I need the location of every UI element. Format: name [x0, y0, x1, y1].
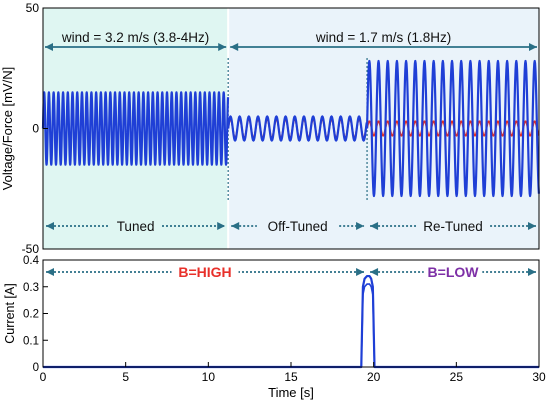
bottom-y-tick-label-2: 0.1 — [23, 335, 39, 347]
bottom-x-tick-label-3: 10 — [202, 370, 216, 384]
state-label-bg-1 — [109, 217, 162, 235]
state-arrowhead-right-1 — [217, 222, 226, 230]
voltage-series-segment-2 — [227, 115, 368, 142]
x-axis-label: Time [s] — [268, 385, 314, 400]
bottom-y-tick-label-5: 0.4 — [23, 255, 40, 267]
wind-arrowhead-left-1 — [45, 43, 53, 51]
state-arrowhead-left-1 — [46, 222, 54, 230]
bottom-x-tick-label-7: 30 — [532, 370, 546, 384]
field-arrowhead-left-1 — [46, 268, 54, 276]
wind-label-1: wind = 3.2 m/s (3.8-4Hz) — [61, 30, 209, 45]
state-label-1: Tuned — [117, 219, 155, 234]
bottom-y-tick-label-4: 0.3 — [23, 282, 39, 294]
wind-label-bg-1 — [53, 31, 218, 45]
state-label-3: Re-Tuned — [423, 219, 483, 234]
state-arrowhead-left-3 — [370, 222, 379, 230]
top-y-tick-label-2: 0 — [32, 122, 39, 136]
state-label-2: Off-Tuned — [268, 219, 328, 234]
bottom-y-axis-label: Current [A] — [3, 283, 17, 343]
wind-arrowhead-left-2 — [230, 43, 239, 51]
bottom-x-tick-label-6: 25 — [450, 370, 464, 384]
state-arrowhead-right-2 — [356, 222, 365, 230]
bottom-x-tick-label-4: 15 — [284, 370, 298, 384]
field-arrowhead-left-2 — [370, 268, 379, 276]
field-label-1: B=HIGH — [178, 264, 231, 280]
top-y-tick-label-1: -50 — [22, 242, 40, 256]
state-arrowhead-left-2 — [231, 222, 240, 230]
bottom-y-tick-label-1: 0 — [33, 362, 39, 374]
bottom-y-tick-label-3: 0.2 — [23, 309, 39, 321]
state-label-bg-3 — [416, 217, 491, 235]
bottom-x-tick-label-2: 5 — [122, 370, 129, 384]
wind-label-bg-2 — [301, 31, 466, 45]
field-arrowhead-right-1 — [356, 268, 365, 276]
field-arrowhead-right-2 — [528, 268, 536, 276]
field-label-bg-2 — [423, 263, 483, 281]
wind-arrowhead-right-2 — [529, 43, 537, 51]
wind-label-2: wind = 1.7 m/s (1.8Hz) — [315, 30, 451, 45]
field-label-2: B=LOW — [428, 264, 480, 280]
bottom-x-tick-label-1: 0 — [40, 370, 47, 384]
field-label-bg-1 — [171, 263, 239, 281]
bottom-x-tick-label-5: 20 — [367, 370, 381, 384]
top-y-tick-label-3: 50 — [26, 1, 40, 15]
wind-arrowhead-right-1 — [218, 43, 227, 51]
voltage-series-segment-1 — [41, 91, 230, 166]
top-y-axis-label: Voltage/Force [mV/N] — [0, 67, 15, 191]
voltage-series-segment-3 — [365, 59, 540, 198]
state-label-bg-2 — [256, 217, 339, 235]
state-arrowhead-right-3 — [528, 222, 536, 230]
current-series-inner — [43, 283, 539, 368]
